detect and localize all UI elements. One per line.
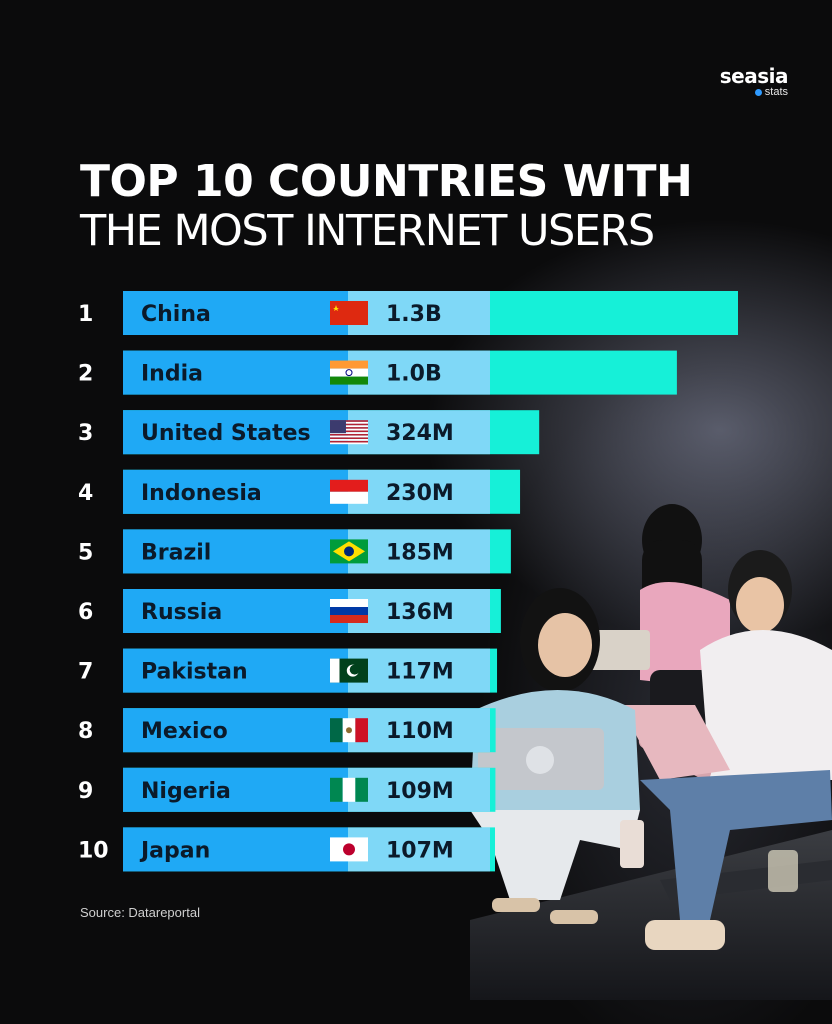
category-label: Indonesia bbox=[141, 481, 262, 506]
category-label: Russia bbox=[141, 600, 222, 625]
rank-label: 1 bbox=[78, 302, 93, 327]
bar-value-band bbox=[348, 708, 490, 753]
bar-value-band bbox=[348, 589, 490, 633]
value-label: 109M bbox=[386, 779, 454, 804]
bar-value-band bbox=[348, 291, 490, 335]
value-label: 136M bbox=[386, 600, 454, 625]
logo-dot-icon bbox=[754, 88, 762, 96]
value-label: 117M bbox=[386, 660, 454, 685]
rank-label: 8 bbox=[78, 719, 93, 744]
bar-row: 10 Japan 107M bbox=[78, 827, 495, 872]
bar-row: 5 Brazil 185M bbox=[78, 529, 511, 574]
bar-row: 1 China 1.3B bbox=[78, 291, 738, 335]
category-label: United States bbox=[141, 421, 311, 446]
bar-value-band bbox=[348, 410, 490, 455]
indonesia-flag-icon bbox=[330, 479, 368, 504]
bar-row: 3 United States 324M bbox=[78, 410, 540, 455]
rank-label: 7 bbox=[78, 660, 93, 685]
bar-label-band bbox=[123, 767, 348, 812]
chart-title: TOP 10 COUNTRIES WITH THE MOST INTERNET … bbox=[80, 156, 693, 256]
india-flag-icon bbox=[330, 360, 368, 385]
value-label: 324M bbox=[386, 421, 454, 446]
bar-value-band bbox=[348, 767, 490, 812]
rank-label: 10 bbox=[78, 838, 109, 863]
category-label: India bbox=[141, 362, 203, 387]
value-label: 1.3B bbox=[386, 302, 442, 327]
nigeria-flag-icon bbox=[330, 777, 368, 802]
students-photo bbox=[470, 504, 832, 1000]
japan-flag-icon bbox=[330, 837, 368, 862]
bar-row: 6 Russia 136M bbox=[78, 589, 501, 633]
value-label: 107M bbox=[386, 838, 454, 863]
pakistan-flag-icon bbox=[330, 658, 368, 683]
bar-value-band bbox=[348, 469, 490, 514]
bar-label-band bbox=[123, 708, 348, 753]
bar-row: 4 Indonesia 230M bbox=[78, 469, 521, 514]
logo-word: seasia bbox=[719, 64, 789, 88]
rank-label: 6 bbox=[78, 600, 93, 625]
china-flag-icon bbox=[330, 301, 368, 325]
bar-label-band bbox=[123, 350, 348, 395]
brazil-flag-icon bbox=[330, 539, 368, 564]
rank-label: 9 bbox=[78, 779, 93, 804]
rank-label: 4 bbox=[78, 481, 93, 506]
bar-row: 7 Pakistan 117M bbox=[78, 648, 498, 693]
russia-flag-icon bbox=[330, 599, 368, 623]
bar-value-band bbox=[348, 350, 490, 395]
bar-value-band bbox=[348, 648, 490, 693]
value-label: 230M bbox=[386, 481, 454, 506]
bar-label-band bbox=[123, 827, 348, 872]
bar-row: 8 Mexico 110M bbox=[78, 708, 496, 753]
logo-sub-text: stats bbox=[764, 86, 788, 98]
bar-value-band bbox=[348, 827, 490, 872]
value-label: 110M bbox=[386, 719, 454, 744]
value-label: 1.0B bbox=[386, 362, 442, 387]
bar-row: 9 Nigeria 109M bbox=[78, 767, 496, 812]
source-note: Source: Datareportal bbox=[80, 905, 200, 920]
mexico-flag-icon bbox=[330, 718, 368, 743]
bar-label-band bbox=[123, 291, 348, 335]
category-label: Mexico bbox=[141, 719, 228, 744]
title-line-2: THE MOST INTERNET USERS bbox=[80, 206, 655, 256]
bar-label-band bbox=[123, 589, 348, 633]
bar-label-band bbox=[123, 648, 348, 693]
bar-label-band bbox=[123, 529, 348, 574]
bar-value-band bbox=[348, 529, 490, 574]
bar-label-band bbox=[123, 469, 348, 514]
value-label: 185M bbox=[386, 540, 454, 565]
seasia-logo: seasia stats bbox=[719, 64, 789, 98]
category-label: Pakistan bbox=[141, 660, 248, 685]
logo-sub: stats bbox=[720, 86, 788, 98]
bar-row: 2 India 1.0B bbox=[78, 350, 677, 395]
category-label: China bbox=[141, 302, 211, 327]
category-label: Japan bbox=[139, 838, 210, 863]
category-label: Nigeria bbox=[141, 779, 231, 804]
category-label: Brazil bbox=[141, 540, 211, 565]
rank-label: 5 bbox=[78, 540, 93, 565]
rank-label: 2 bbox=[78, 362, 93, 387]
title-line-1: TOP 10 COUNTRIES WITH bbox=[80, 156, 693, 207]
usa-flag-icon bbox=[330, 420, 368, 445]
bar-label-band bbox=[123, 410, 348, 455]
rank-label: 3 bbox=[78, 421, 93, 446]
